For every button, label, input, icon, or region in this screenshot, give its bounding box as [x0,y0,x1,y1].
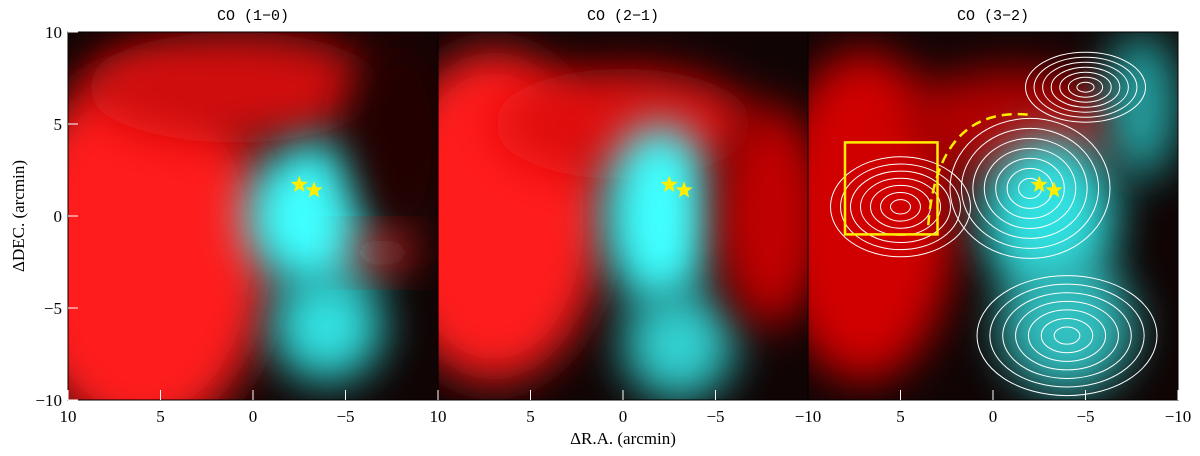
y-tick-label: 0 [54,207,63,226]
x-tick-label: −10 [795,407,822,426]
x-tick-label: −5 [336,407,354,426]
contour [976,275,1158,397]
emission [86,32,383,143]
contour [1050,66,1121,108]
contour [972,137,1088,239]
x-tick-label: 5 [896,407,905,426]
panel-image [438,32,808,400]
y-tick-label: −10 [35,391,62,410]
emission [981,135,1116,297]
emission [345,32,438,253]
contour [949,117,1111,259]
star [1045,181,1063,198]
contour [840,163,961,251]
contour [1025,51,1146,123]
contour [983,147,1077,229]
contour [1059,71,1112,103]
x-tick-label: 10 [60,407,77,426]
y-tick-label: 10 [45,23,62,42]
x-tick-label: 5 [526,407,535,426]
contour [850,170,951,244]
contour [1053,326,1081,345]
x-axis-label: ΔR.A. (arcmin) [570,429,676,448]
emission [1000,260,1134,393]
emission [715,105,808,327]
y-tick-label: 5 [54,115,63,134]
contour [1067,76,1104,98]
emission [623,289,734,400]
contour [1040,317,1094,354]
x-tick-label: −10 [1165,407,1192,426]
x-tick-label: 0 [989,407,998,426]
x-tick-label: 0 [249,407,258,426]
emission [604,124,716,308]
x-tick-label: −5 [1076,407,1094,426]
contour [880,192,921,222]
y-tick-label: −5 [44,299,62,318]
star [660,175,678,192]
x-tick-label: −5 [706,407,724,426]
panel-title: CO (3−2) [957,8,1029,25]
star [675,181,693,198]
contour [995,157,1065,219]
contour [1033,56,1138,118]
contour [960,127,1100,249]
arc [927,112,1031,226]
contour [1015,300,1119,371]
emission [1104,32,1178,180]
contour [1027,309,1107,362]
emission [271,271,383,382]
star [1030,175,1048,192]
contour [890,199,911,215]
x-tick-label: 0 [619,407,628,426]
panel-title: CO (2−1) [587,8,659,25]
contour [1076,81,1095,93]
x-tick-label: 10 [430,407,447,426]
emission [345,234,420,272]
panel-image [808,32,1178,400]
panel-title: CO (1−0) [217,8,289,25]
contour [989,283,1145,388]
contour [1002,292,1132,379]
star [290,175,308,192]
y-axis-label: ΔDEC. (arcmin) [9,160,28,272]
contour [1042,61,1129,113]
x-tick-label: 5 [156,407,165,426]
star [305,181,323,198]
panel-image [68,32,438,400]
emission [68,68,272,400]
region-box [843,141,939,236]
contour [830,156,971,258]
